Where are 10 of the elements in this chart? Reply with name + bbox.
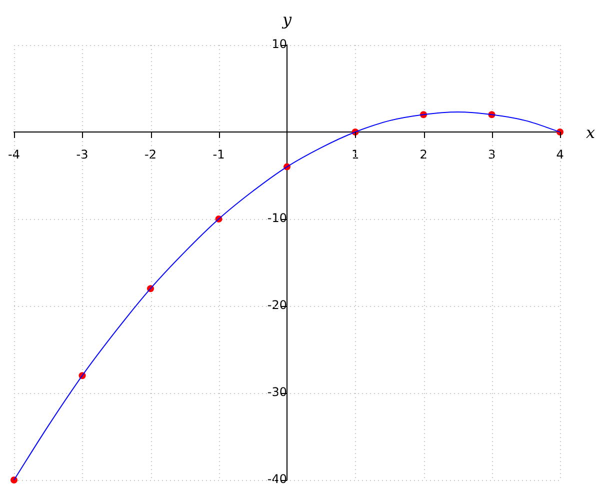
x-axis-title: x [586,123,596,142]
point [10,476,18,484]
x-tick-label: -4 [8,147,20,162]
y-tick-label: 10 [272,37,287,52]
y-tick-label: -30 [267,385,287,400]
x-tick-label: -3 [76,147,88,162]
y-tick-label: -10 [267,211,287,226]
x-tick-label: -1 [212,147,225,162]
y-axis-title: y [281,10,292,30]
x-tick-label: 4 [556,147,564,162]
